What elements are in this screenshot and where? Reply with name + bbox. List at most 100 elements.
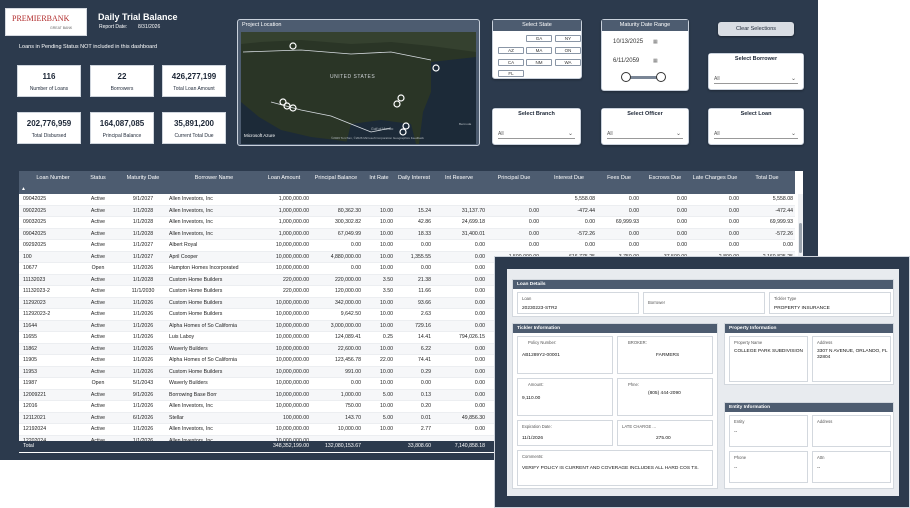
table-row[interactable]: 09032025 Active 1/1/2028 Allen Investors, I…	[19, 217, 795, 229]
map-atlantic	[419, 57, 476, 144]
table-cell: 10,000,000.00	[275, 334, 309, 340]
column-header[interactable]: Int Rate	[369, 175, 389, 181]
loan-dropdown[interactable]: All ⌄	[714, 129, 798, 139]
table-cell: 11132023	[23, 276, 46, 283]
table-cell: 11132023-2	[23, 288, 50, 294]
table-cell: 100,000.00	[283, 414, 309, 421]
kpi-value: 116	[42, 72, 56, 81]
table-cell: 10.00	[380, 219, 393, 225]
column-header[interactable]: Interest Due	[554, 175, 584, 181]
map-pin[interactable]	[397, 94, 405, 102]
clear-selections-button[interactable]: Clear Selections	[718, 22, 794, 36]
table-cell: Alpha Homes of So California	[169, 322, 238, 329]
column-header[interactable]: Status	[90, 175, 106, 181]
map-pin[interactable]	[279, 98, 287, 106]
column-header[interactable]: Principal Due	[497, 175, 531, 181]
column-header[interactable]: Total Due	[755, 175, 779, 181]
field-label: Entity	[734, 419, 745, 424]
late-charge-field: LATE CHARGE ... 275.00	[617, 420, 713, 446]
table-row[interactable]: 09292025 Active 1/1/2027 Albert Royal 10,000…	[19, 240, 795, 252]
table-cell: 0.00	[474, 426, 485, 432]
table-cell: 10.00	[380, 426, 393, 432]
slider-handle-end[interactable]	[656, 72, 666, 82]
select-loan-title: Select Loan	[709, 109, 803, 120]
kpi-label: Total Disbursed	[31, 133, 67, 139]
table-cell: Alpha Homes of So California	[169, 357, 238, 363]
column-header[interactable]: Daily Interest	[397, 175, 431, 181]
sort-asc-icon[interactable]: ▲	[21, 186, 26, 192]
state-chip-on[interactable]: ON	[555, 47, 581, 54]
date-to[interactable]: 6/11/2059	[613, 58, 640, 64]
table-cell: 10,000,000.00	[259, 438, 309, 444]
officer-dropdown[interactable]: All ⌄	[607, 129, 683, 139]
map-surface[interactable]: UNITED STATES Gulf of Mexico Bermuda Mic…	[241, 32, 476, 144]
field-label: LATE CHARGE ...	[622, 424, 656, 429]
state-chip-fl[interactable]: FL	[498, 70, 524, 77]
column-header[interactable]: Loan Amount	[267, 175, 301, 181]
state-chip-ny[interactable]: NY	[555, 35, 581, 42]
table-cell: 5.00	[382, 391, 393, 398]
project-location-map[interactable]: Project Location	[237, 19, 480, 146]
table-cell: 69,999.93	[769, 219, 793, 225]
table-row[interactable]: 11655 Active 1/1/2026 Luis Laboy 10,000,000.…	[19, 332, 795, 344]
state-chip-wa[interactable]: WA	[555, 59, 581, 66]
borrower-dropdown[interactable]: All ⌄	[714, 74, 798, 84]
table-cell: -572.26	[577, 230, 595, 237]
field-label: Tickler Type	[774, 296, 797, 301]
column-header[interactable]: Maturity Date	[126, 175, 160, 181]
table-cell: 0.00	[728, 242, 739, 248]
table-cell: 2.77	[420, 426, 431, 432]
table-row[interactable]: 09042025 Active 1/1/2028 Allen Investors, I…	[19, 228, 795, 240]
table-cell: Active	[90, 288, 106, 294]
table-cell: 0.00	[584, 242, 595, 248]
table-scrollbar-thumb[interactable]	[799, 223, 802, 253]
column-header[interactable]: Int Reserve	[444, 175, 474, 181]
column-header[interactable]: Principal Balance	[314, 175, 358, 181]
map-pin[interactable]	[432, 64, 440, 72]
calendar-icon[interactable]: ▦	[653, 39, 658, 45]
table-header: Loan Number Status Maturity Date Borrower N…	[19, 171, 795, 194]
entity-phone-field: Phone --	[729, 451, 808, 483]
total-cell: 7,140,858.18	[454, 443, 485, 449]
branch-dropdown[interactable]: All ⌄	[498, 129, 575, 139]
kpi-total-loan-amount: 426,277,199 Total Loan Amount	[162, 65, 226, 97]
state-chip-ga[interactable]: GA	[526, 35, 552, 42]
table-cell: 794,026.15	[459, 334, 485, 340]
table-cell: 342,000.00	[335, 299, 361, 306]
map-pin[interactable]	[289, 42, 297, 50]
table-cell: 11/1/2030	[131, 288, 155, 294]
table-cell: 09032025	[23, 219, 47, 225]
state-chip-nm[interactable]: NM	[526, 59, 552, 66]
table-cell: 0.00	[782, 242, 793, 248]
map-pin[interactable]	[283, 102, 291, 110]
map-pin[interactable]	[393, 100, 401, 108]
table-row[interactable]: 09022025 Active 1/1/2028 Allen Investors, I…	[19, 205, 795, 217]
comments-field: Comments: VERIFY POLICY IS CURRENT AND CO…	[517, 450, 713, 486]
table-cell: 300,302.82	[335, 219, 361, 225]
kpi-value: 202,776,959	[26, 119, 72, 128]
table-cell: 10,000,000.00	[275, 265, 309, 271]
date-from[interactable]: 10/13/2025	[613, 39, 644, 45]
table-row[interactable]: 09042025 Active 9/1/2027 Allen Investors, I…	[19, 194, 795, 206]
map-pin[interactable]	[289, 104, 297, 112]
map-pin[interactable]	[402, 122, 410, 130]
column-header[interactable]: Loan Number	[36, 175, 70, 181]
slider-handle-start[interactable]	[621, 72, 631, 82]
table-cell: 74.41	[418, 357, 431, 363]
table-cell: 0.00	[584, 219, 595, 225]
date-range-slider[interactable]	[625, 76, 663, 79]
state-chip-ma[interactable]: MA	[526, 47, 552, 54]
table-cell: 1/1/2026	[132, 322, 154, 329]
column-header[interactable]: Late Charges Due	[692, 175, 738, 181]
column-header[interactable]: Borrower Name	[194, 175, 234, 181]
calendar-icon[interactable]: ▦	[653, 58, 658, 64]
table-total-row: Total 348,352,199.00 132,080,153.67 33,808.…	[19, 441, 795, 452]
map-pin[interactable]	[399, 128, 407, 136]
column-header[interactable]: Escrows Due	[648, 175, 682, 181]
column-header[interactable]: Fees Due	[607, 175, 631, 181]
state-chip-ca[interactable]: CA	[498, 59, 524, 66]
table-cell: 0.00	[474, 322, 485, 329]
state-chip-az[interactable]: AZ	[498, 47, 524, 54]
table-cell: 10,000,000.00	[275, 299, 309, 306]
map-graphic	[241, 32, 476, 144]
